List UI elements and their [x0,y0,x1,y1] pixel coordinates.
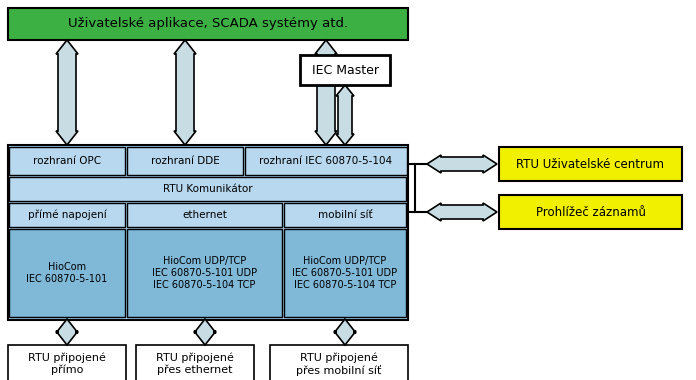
Polygon shape [336,85,354,145]
Bar [499,195,682,229]
Text: RTU připojené
přes mobilní síť: RTU připojené přes mobilní síť [296,352,381,376]
Text: přímé napojení: přímé napojení [28,210,106,220]
Bar [499,147,682,181]
Polygon shape [194,319,216,345]
Polygon shape [315,40,337,145]
Bar [245,147,407,175]
Bar [8,8,408,40]
Text: RTU Uživatelské centrum: RTU Uživatelské centrum [516,157,665,171]
Bar [8,345,126,380]
Bar [136,345,254,380]
Text: ethernet: ethernet [182,210,227,220]
Bar [127,229,282,317]
Bar [284,203,406,227]
Polygon shape [56,40,78,145]
Bar [284,229,406,317]
Bar [127,203,282,227]
Text: RTU Komunikátor: RTU Komunikátor [163,184,253,194]
Text: HioCom UDP/TCP
IEC 60870-5-101 UDP
IEC 60870-5-104 TCP: HioCom UDP/TCP IEC 60870-5-101 UDP IEC 6… [292,256,397,290]
Bar [9,203,125,227]
Bar [270,345,408,380]
Text: rozhraní DDE: rozhraní DDE [150,156,219,166]
Polygon shape [427,203,497,221]
Text: rozhraní OPC: rozhraní OPC [33,156,101,166]
Text: Uživatelské aplikace, SCADA systémy atd.: Uživatelské aplikace, SCADA systémy atd. [68,17,348,30]
Bar [300,55,390,85]
Text: RTU připojené
přes ethernet: RTU připojené přes ethernet [156,353,234,375]
Bar [9,229,125,317]
Polygon shape [56,319,78,345]
Bar [9,147,125,175]
Polygon shape [174,40,196,145]
Text: mobilní síť: mobilní síť [317,210,372,220]
Bar [8,145,408,320]
Text: rozhraní IEC 60870-5-104: rozhraní IEC 60870-5-104 [260,156,393,166]
Text: HioCom UDP/TCP
IEC 60870-5-101 UDP
IEC 60870-5-104 TCP: HioCom UDP/TCP IEC 60870-5-101 UDP IEC 6… [152,256,257,290]
Bar [9,177,406,201]
Text: Prohlížeč záznamů: Prohlížeč záznamů [535,206,645,218]
Polygon shape [334,319,356,345]
Text: IEC Master: IEC Master [312,63,379,76]
Bar [127,147,243,175]
Polygon shape [427,155,497,173]
Text: HioCom
IEC 60870-5-101: HioCom IEC 60870-5-101 [26,262,108,284]
Text: RTU připojené
přímo: RTU připojené přímo [28,353,106,375]
